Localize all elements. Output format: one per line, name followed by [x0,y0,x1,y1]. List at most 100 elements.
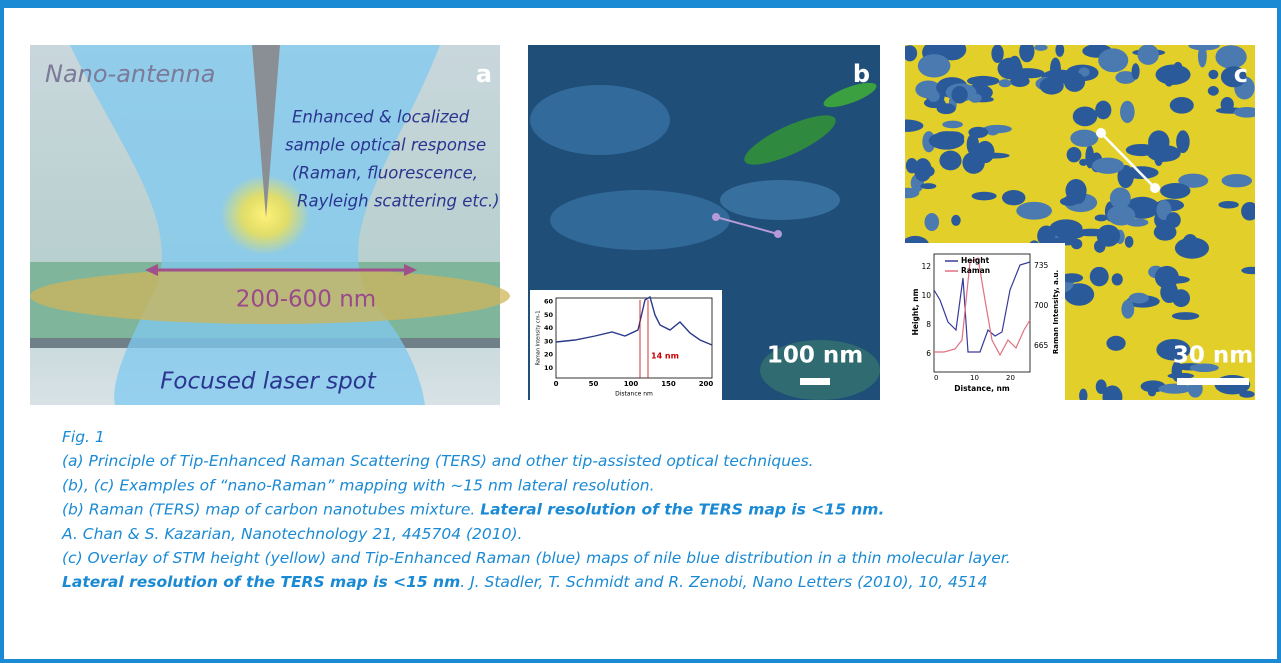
texture [1016,202,1052,220]
y2-tick-label: 700 [1034,301,1049,310]
texture [925,213,940,231]
texture [967,76,999,86]
texture [968,127,988,138]
texture [1208,70,1218,79]
texture [939,151,961,171]
top-bar [0,0,1281,8]
texture [1176,130,1190,153]
texture [1096,379,1107,394]
texture [918,54,951,77]
panel-label: b [853,60,870,88]
texture [1188,41,1219,50]
x-tick-label: 0 [934,374,938,382]
texture [1112,273,1123,285]
x-tick-label: 0 [554,380,559,388]
scale-label: 30 nm [1173,343,1253,369]
caption-segment: (b) Raman (TERS) map of carbon nanotubes… [62,500,480,518]
y-tick-label: 20 [544,351,554,359]
y-axis-label: Raman Intensity cm-1 [536,310,542,365]
texture [1092,158,1124,174]
texture [1090,267,1109,287]
texture [1079,159,1088,166]
panel-a-image [30,45,510,405]
texture [1234,107,1260,118]
texture [1040,77,1064,95]
caption-segment: (c) Overlay of STM height (yellow) and T… [62,549,1011,567]
texture [920,183,936,189]
texture [1050,58,1061,81]
texture [1120,101,1135,123]
texture [940,131,964,143]
texture [1097,225,1120,247]
caption-line: (b), (c) Examples of “nano-Raman” mappin… [62,476,655,494]
texture [1079,389,1087,403]
scale-label: 100 nm [767,343,863,369]
texture [1070,130,1098,147]
x-tick-label: 50 [589,380,599,388]
annotation-line: (Raman, fluorescence, [292,164,478,183]
texture [1098,48,1128,72]
caption-line: Fig. 1 [62,428,105,446]
figure-page: Nano-antenna a Enhanced & localized sample … [0,0,1281,663]
y-tick-label: 10 [544,364,554,372]
caption-line: (b) Raman (TERS) map of carbon nanotubes… [62,500,884,518]
texture [1137,44,1158,65]
dimension-label: 200-600 nm [236,287,376,313]
texture [972,192,997,201]
texture [1132,63,1140,79]
y2-tick-label: 665 [1034,341,1049,350]
panel-title: Nano-antenna [45,60,215,88]
y-tick-label: 30 [544,337,554,345]
texture [1095,101,1111,120]
texture [1158,384,1191,394]
texture [948,49,962,60]
y-axis-label: Height, nm [911,288,920,335]
texture [1034,44,1047,51]
texture [942,121,963,129]
y-tick-label: 6 [926,349,931,358]
texture [896,188,919,198]
annotation-line: Rayleigh scattering etc.) [297,192,500,211]
x-tick-label: 200 [699,380,714,388]
texture [1057,231,1084,239]
caption-segment: . J. Stadler, T. Schmidt and R. Zenobi, … [460,573,987,591]
texture [1155,266,1179,289]
x-axis-label: Distance, nm [954,384,1010,393]
annotation-line: Enhanced & localized [292,108,470,127]
y-tick-label: 40 [544,324,554,332]
texture [1241,202,1258,221]
texture [1073,107,1098,127]
y-tick-label: 10 [921,291,931,300]
texture [1173,62,1182,72]
texture [1125,236,1134,248]
texture [1175,237,1209,258]
y2-tick-label: 735 [1034,261,1049,270]
texture [1148,130,1169,154]
caption-line: (a) Principle of Tip-Enhanced Raman Scat… [62,452,814,470]
texture [1055,43,1064,57]
panel-label: a [476,60,492,88]
caption-line: (c) Overlay of STM height (yellow) and T… [62,549,1011,567]
caption-segment: Lateral resolution of the TERS map is <1… [62,573,460,591]
texture [1065,179,1086,202]
texture [1208,86,1219,96]
texture [1165,78,1173,87]
panel-label: c [1234,60,1248,88]
texture [889,120,923,132]
annotation: 14 nm [651,352,679,361]
caption-segment: Fig. 1 [62,428,105,446]
caption-line: Lateral resolution of the TERS map is <1… [62,573,987,591]
y-tick-label: 8 [926,320,931,329]
texture [991,44,1003,63]
annotation-line: sample optical response [285,136,486,155]
texture [1160,183,1190,199]
bottom-label: Focused laser spot [160,369,377,395]
texture [986,127,999,136]
texture [1107,205,1135,225]
caption-segment: A. Chan & S. Kazarian, Nanotechnology 21… [61,524,522,542]
caption-segment: (a) Principle of Tip-Enhanced Raman Scat… [62,452,814,470]
legend-label: Raman [961,266,990,275]
texture [1002,190,1026,205]
texture [906,158,918,173]
texture [969,93,982,102]
